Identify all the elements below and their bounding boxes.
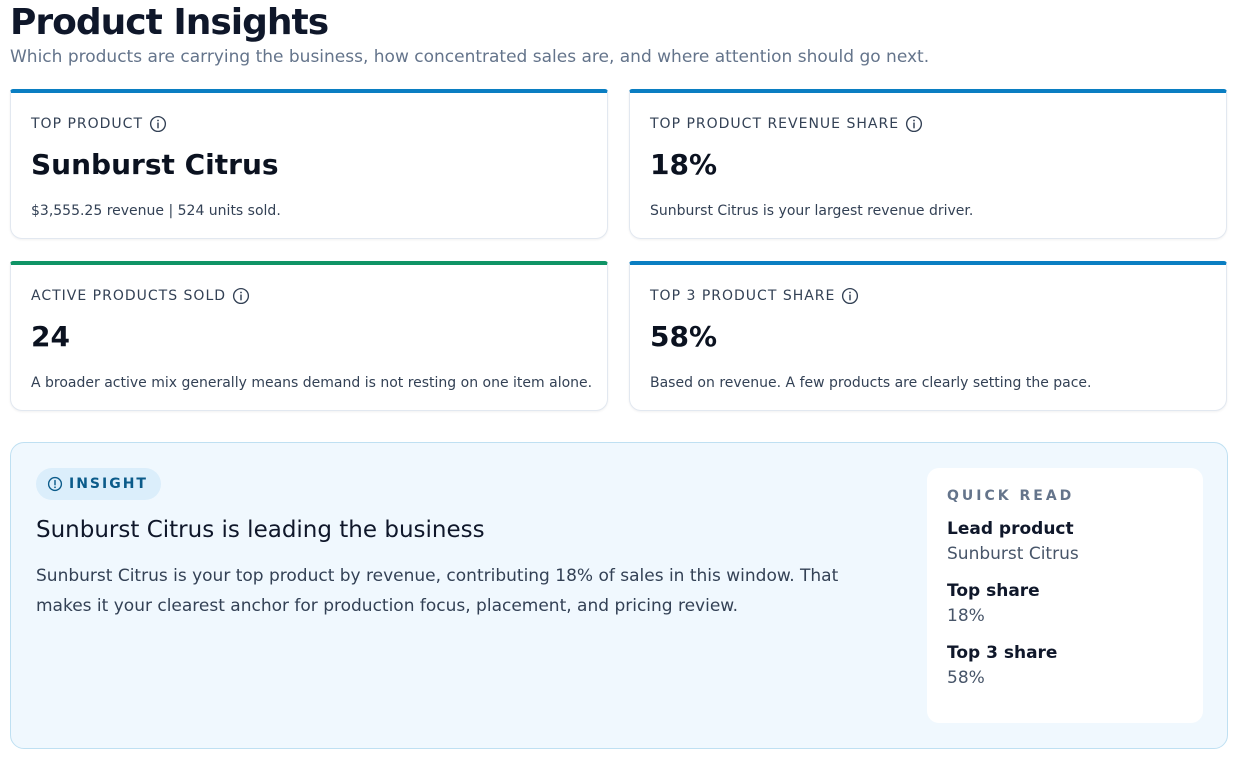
card-value: 58%: [650, 320, 718, 353]
insight-title: Sunburst Citrus is leading the business: [36, 517, 485, 543]
card-label: TOP PRODUCT REVENUE SHARE: [650, 115, 923, 133]
quick-read-item: Top 3 share 58%: [947, 642, 1183, 689]
card-note: A broader active mix generally means dem…: [31, 375, 593, 391]
card-value: 18%: [650, 148, 718, 181]
insight-badge-label: INSIGHT: [69, 476, 148, 492]
info-circle-icon[interactable]: [149, 115, 167, 133]
card-label-text: ACTIVE PRODUCTS SOLD: [31, 288, 227, 304]
info-circle-icon[interactable]: [232, 287, 250, 305]
quick-read-value: Sunburst Citrus: [947, 544, 1079, 564]
kpi-card-top-product-share: TOP PRODUCT REVENUE SHARE 18% Sunburst C…: [629, 89, 1227, 239]
card-label: TOP PRODUCT: [31, 115, 167, 133]
card-value: 24: [31, 320, 70, 353]
card-label: ACTIVE PRODUCTS SOLD: [31, 287, 250, 305]
info-circle-icon[interactable]: [841, 287, 859, 305]
card-note: $3,555.25 revenue | 524 units sold.: [31, 203, 281, 219]
insight-badge: INSIGHT: [36, 468, 161, 500]
card-value: Sunburst Citrus: [31, 148, 279, 181]
quick-read-label: Top share: [947, 581, 1040, 601]
quick-read-panel: QUICK READ Lead product Sunburst Citrus …: [927, 468, 1203, 723]
card-note: Based on revenue. A few products are cle…: [650, 375, 1092, 391]
insight-body: Sunburst Citrus is your top product by r…: [36, 566, 839, 616]
kpi-card-top-product: TOP PRODUCT Sunburst Citrus $3,555.25 re…: [10, 89, 608, 239]
card-label-text: TOP PRODUCT: [31, 116, 144, 132]
kpi-card-top3-share: TOP 3 PRODUCT SHARE 58% Based on revenue…: [629, 261, 1227, 411]
insight-panel: INSIGHT Sunburst Citrus is leading the b…: [10, 442, 1228, 749]
quick-read-label: Lead product: [947, 519, 1074, 539]
page-subtitle: Which products are carrying the business…: [10, 47, 930, 67]
quick-read-label: Top 3 share: [947, 643, 1058, 663]
card-label-text: TOP PRODUCT REVENUE SHARE: [650, 116, 900, 132]
quick-read-title: QUICK READ: [947, 488, 1075, 504]
info-circle-icon[interactable]: [905, 115, 923, 133]
card-label: TOP 3 PRODUCT SHARE: [650, 287, 859, 305]
quick-read-item: Top share 18%: [947, 580, 1183, 627]
card-label-text: TOP 3 PRODUCT SHARE: [650, 288, 836, 304]
page-title: Product Insights: [10, 2, 329, 43]
kpi-card-active-products: ACTIVE PRODUCTS SOLD 24 A broader active…: [10, 261, 608, 411]
quick-read-value: 58%: [947, 668, 985, 688]
quick-read-item: Lead product Sunburst Citrus: [947, 518, 1183, 565]
card-note: Sunburst Citrus is your largest revenue …: [650, 203, 974, 219]
exclamation-circle-icon: [47, 476, 63, 492]
quick-read-value: 18%: [947, 606, 985, 626]
